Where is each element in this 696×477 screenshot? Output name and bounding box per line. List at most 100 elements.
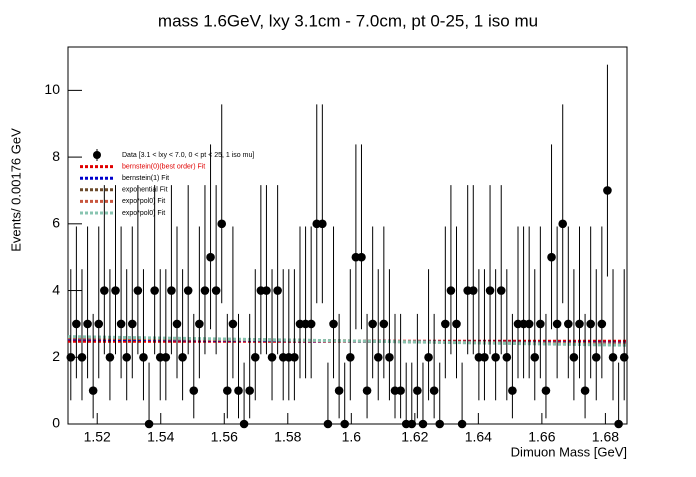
data-point	[457, 419, 467, 429]
data-point	[407, 419, 417, 429]
y-axis-label: Events/ 0.00176 GeV	[8, 128, 23, 252]
legend-label: expo*pol0) Fit	[122, 198, 165, 205]
data-point	[250, 352, 260, 362]
data-point	[211, 286, 221, 295]
data-point	[357, 252, 366, 262]
data-point	[413, 386, 422, 395]
data-point	[441, 319, 450, 329]
data-point	[200, 286, 210, 295]
data-point	[88, 386, 98, 395]
data-point	[144, 419, 154, 429]
data-point	[111, 286, 120, 295]
data-point	[362, 386, 372, 395]
data-point	[468, 286, 478, 295]
data-point	[530, 352, 540, 362]
x-tick-label: 1.58	[274, 429, 301, 445]
data-point	[564, 319, 573, 329]
x-tick-label: 1.66	[528, 429, 555, 445]
y-tick-label: 6	[52, 215, 60, 231]
data-point	[66, 352, 76, 362]
x-tick-label: 1.52	[84, 429, 111, 445]
y-tick-label: 8	[52, 148, 60, 164]
chart-title: mass 1.6GeV, lxy 3.1cm - 7.0cm, pt 0-25,…	[158, 11, 538, 30]
data-point	[536, 319, 545, 329]
data-point	[228, 319, 238, 329]
data-point	[133, 286, 143, 295]
data-point	[340, 419, 350, 429]
data-point	[480, 352, 489, 362]
x-tick-label: 1.68	[592, 429, 619, 445]
data-point	[429, 386, 439, 395]
data-point	[234, 386, 243, 395]
data-point	[586, 319, 595, 329]
data-point	[496, 286, 506, 295]
data-point	[446, 286, 456, 295]
data-point	[614, 419, 623, 429]
x-tick-label: 1.62	[401, 429, 428, 445]
data-point	[569, 352, 579, 362]
data-point	[541, 386, 551, 395]
data-point	[273, 286, 282, 295]
data-point	[195, 319, 204, 329]
data-point	[334, 386, 344, 395]
data-point	[379, 319, 389, 329]
x-tick-label: 1.56	[211, 429, 238, 445]
data-point	[580, 386, 590, 395]
data-point	[116, 319, 126, 329]
data-point	[100, 286, 109, 295]
x-axis-label: Dimuon Mass [GeV]	[511, 444, 627, 459]
data-point	[547, 252, 556, 262]
x-tick-label: 1.54	[147, 429, 174, 445]
data-point	[167, 286, 176, 295]
data-point	[189, 386, 199, 395]
data-point	[373, 352, 383, 362]
data-point	[72, 319, 81, 329]
data-point	[552, 319, 562, 329]
data-point	[122, 352, 131, 362]
data-point	[418, 419, 428, 429]
y-tick-label: 2	[52, 348, 60, 364]
y-tick-label: 10	[44, 81, 60, 97]
data-point	[105, 352, 115, 362]
data-point	[172, 319, 182, 329]
data-point	[368, 319, 377, 329]
data-point	[345, 352, 355, 362]
data-point	[603, 186, 612, 195]
data-point	[245, 386, 254, 395]
data-point	[306, 319, 316, 329]
data-point	[575, 319, 584, 329]
x-tick-label: 1.64	[465, 429, 492, 445]
data-point	[491, 352, 500, 362]
data-point	[77, 352, 87, 362]
data-point	[290, 352, 299, 362]
data-point	[524, 319, 534, 329]
data-point	[508, 386, 517, 395]
data-point	[619, 352, 629, 362]
y-tick-label: 0	[52, 415, 60, 431]
data-point	[223, 386, 232, 395]
data-point	[558, 219, 568, 229]
data-point	[94, 319, 104, 329]
data-point	[485, 286, 495, 295]
x-tick-label: 1.6	[342, 429, 362, 445]
data-point	[83, 319, 92, 329]
legend-label: bernstein(1) Fit	[122, 175, 169, 182]
data-point	[452, 319, 461, 329]
data-point	[424, 352, 433, 362]
data-point	[591, 352, 601, 362]
data-point	[502, 352, 512, 362]
data-point	[396, 386, 405, 395]
data-point	[267, 352, 277, 362]
data-point	[329, 319, 338, 329]
data-point	[262, 286, 271, 295]
data-point	[608, 352, 618, 362]
data-point	[597, 319, 607, 329]
data-point	[323, 419, 333, 429]
data-point	[183, 286, 193, 295]
data-point	[217, 219, 227, 229]
fit-line	[67, 335, 628, 347]
legend-label: bernstein(0)(best order) Fit	[122, 163, 205, 170]
data-point	[206, 252, 215, 262]
